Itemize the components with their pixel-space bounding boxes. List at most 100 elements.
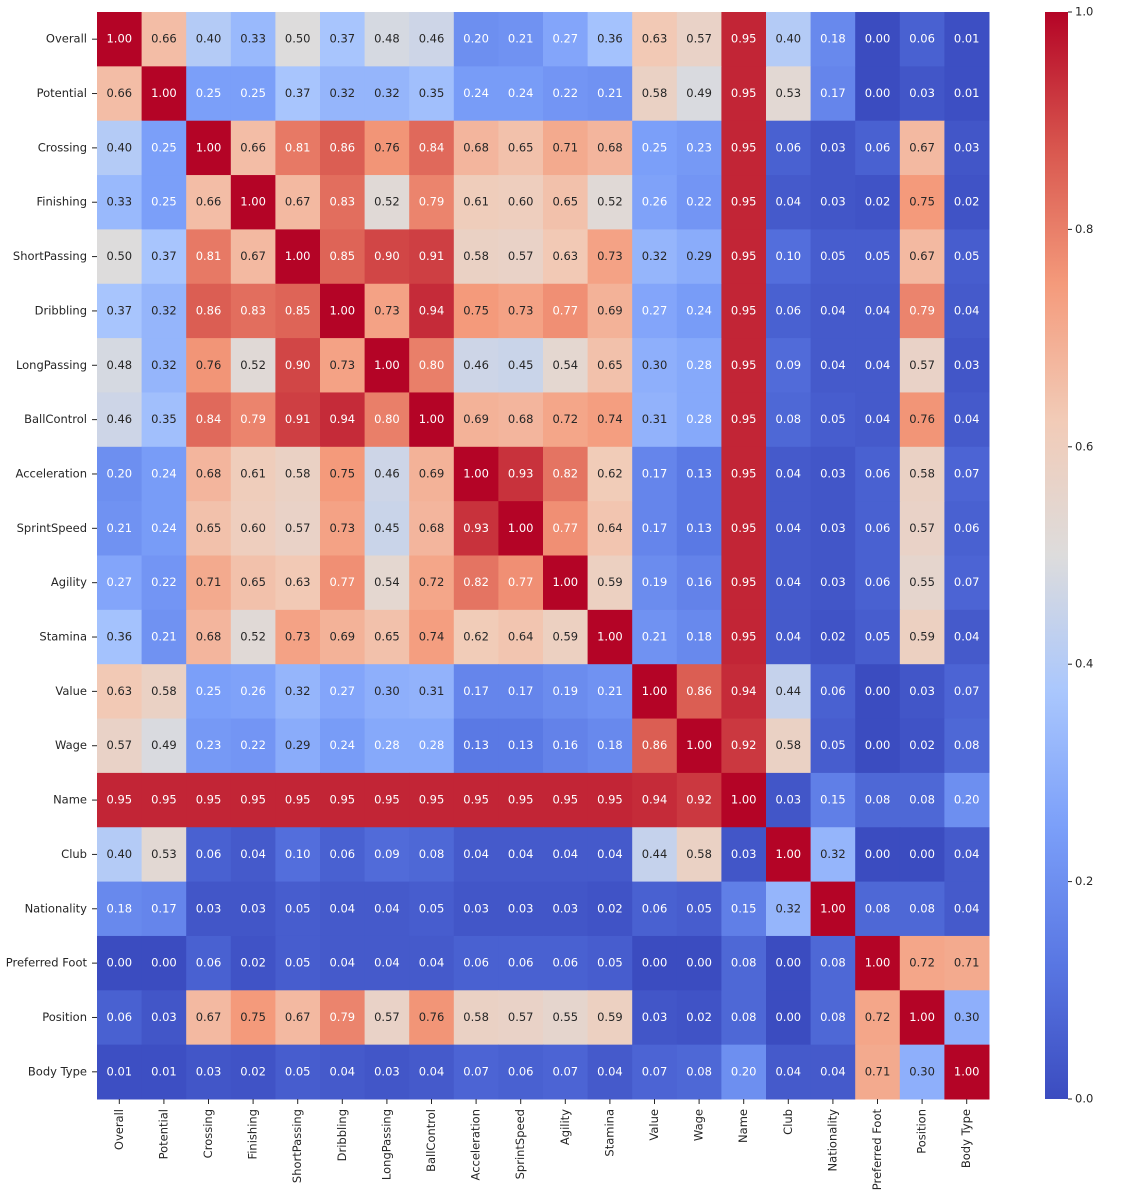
heatmap-cell [409,392,455,448]
heatmap-cell [721,990,767,1046]
cell-label: 0.01 [954,86,980,100]
heatmap-cell [899,609,945,665]
cell-label: 1.00 [508,521,534,535]
heatmap-cell [141,66,187,122]
heatmap-cell [632,175,678,230]
heatmap-cell [320,990,366,1046]
heatmap-cell [409,229,455,285]
cell-label: 0.02 [686,1010,712,1024]
cell-label: 0.58 [285,466,311,480]
cell-label: 0.65 [374,630,400,644]
heatmap-cell [141,664,187,720]
cell-label: 0.65 [597,358,623,372]
cell-label: 0.03 [820,195,846,209]
cell-label: 0.04 [775,521,801,535]
heatmap-cell [230,718,276,774]
cell-label: 1.00 [374,358,400,372]
cell-label: 1.00 [419,412,445,426]
cell-label: 0.37 [151,249,177,263]
cell-label: 0.90 [285,358,311,372]
cell-label: 0.04 [508,847,534,861]
heatmap-cell [97,555,143,611]
cell-label: 0.04 [865,303,891,317]
cell-label: 0.02 [240,956,266,970]
cell-label: 0.04 [954,847,980,861]
heatmap-cell [97,881,143,937]
cell-label: 0.24 [151,521,177,535]
cell-label: 0.04 [865,358,891,372]
cell-label: 0.04 [820,1064,846,1078]
heatmap-cell [364,175,410,230]
heatmap-cell [409,664,455,720]
cell-label: 0.48 [106,358,132,372]
x-tick-label: Acceleration [469,1109,483,1180]
heatmap-cell [275,66,321,122]
cell-label: 0.04 [954,901,980,915]
cell-label: 0.92 [731,738,757,752]
heatmap-cell [899,66,945,122]
y-tick-label: Club [61,847,87,861]
cell-label: 0.05 [820,412,846,426]
colorbar-tick-label: 0.6 [1075,439,1093,453]
x-tick-label: Body Type [959,1109,973,1168]
cell-label: 0.08 [909,793,935,807]
heatmap-cell [320,772,366,828]
heatmap-cell [543,827,589,883]
heatmap-cell [632,338,678,393]
cell-label: 0.50 [106,249,132,263]
heatmap-cell [186,338,232,393]
heatmap-cell [944,935,990,991]
heatmap-cell [855,175,901,230]
cell-label: 0.25 [240,86,266,100]
heatmap-cell [944,772,990,828]
heatmap-cell [364,772,410,828]
cell-label: 0.52 [374,195,400,209]
cell-label: 0.28 [686,358,712,372]
heatmap-cell [498,990,544,1046]
heatmap-cell [409,990,455,1046]
heatmap-cell [320,1044,366,1100]
heatmap-cell [587,555,633,611]
heatmap-cell [320,175,366,230]
cell-label: 0.72 [419,575,445,589]
heatmap-cell [944,175,990,230]
heatmap-cell [855,501,901,556]
heatmap-cell [676,609,722,665]
heatmap-cell [766,718,812,774]
cell-label: 0.00 [686,956,712,970]
cell-label: 0.69 [419,466,445,480]
cell-label: 0.03 [909,684,935,698]
x-tick-label: Finishing [246,1109,260,1160]
cell-label: 0.72 [865,1010,891,1024]
cell-label: 0.06 [820,684,846,698]
heatmap-cell [186,1044,232,1100]
heatmap-cell [587,935,633,991]
heatmap-cell [855,827,901,883]
heatmap-cell [543,66,589,122]
heatmap-cell [275,664,321,720]
heatmap-cell [141,718,187,774]
heatmap-cell [587,609,633,665]
cell-label: 0.17 [820,86,846,100]
heatmap-cell [543,338,589,393]
cell-label: 0.52 [240,630,266,644]
heatmap-cell [632,501,678,556]
heatmap-cell [275,555,321,611]
cell-label: 0.07 [954,575,980,589]
heatmap-cell [944,338,990,393]
cell-label: 0.00 [865,32,891,46]
cell-label: 0.57 [686,32,712,46]
heatmap-cell [364,718,410,774]
heatmap-cell [676,990,722,1046]
cell-label: 0.02 [865,195,891,209]
cell-label: 0.03 [463,901,489,915]
heatmap-cell [632,66,678,122]
cell-label: 0.06 [329,847,355,861]
heatmap-cell [275,718,321,774]
heatmap-cell [587,283,633,339]
cell-label: 0.28 [374,738,400,752]
cell-label: 0.57 [106,738,132,752]
cell-label: 0.95 [731,358,757,372]
cell-label: 0.83 [240,303,266,317]
heatmap-cell [453,175,499,230]
